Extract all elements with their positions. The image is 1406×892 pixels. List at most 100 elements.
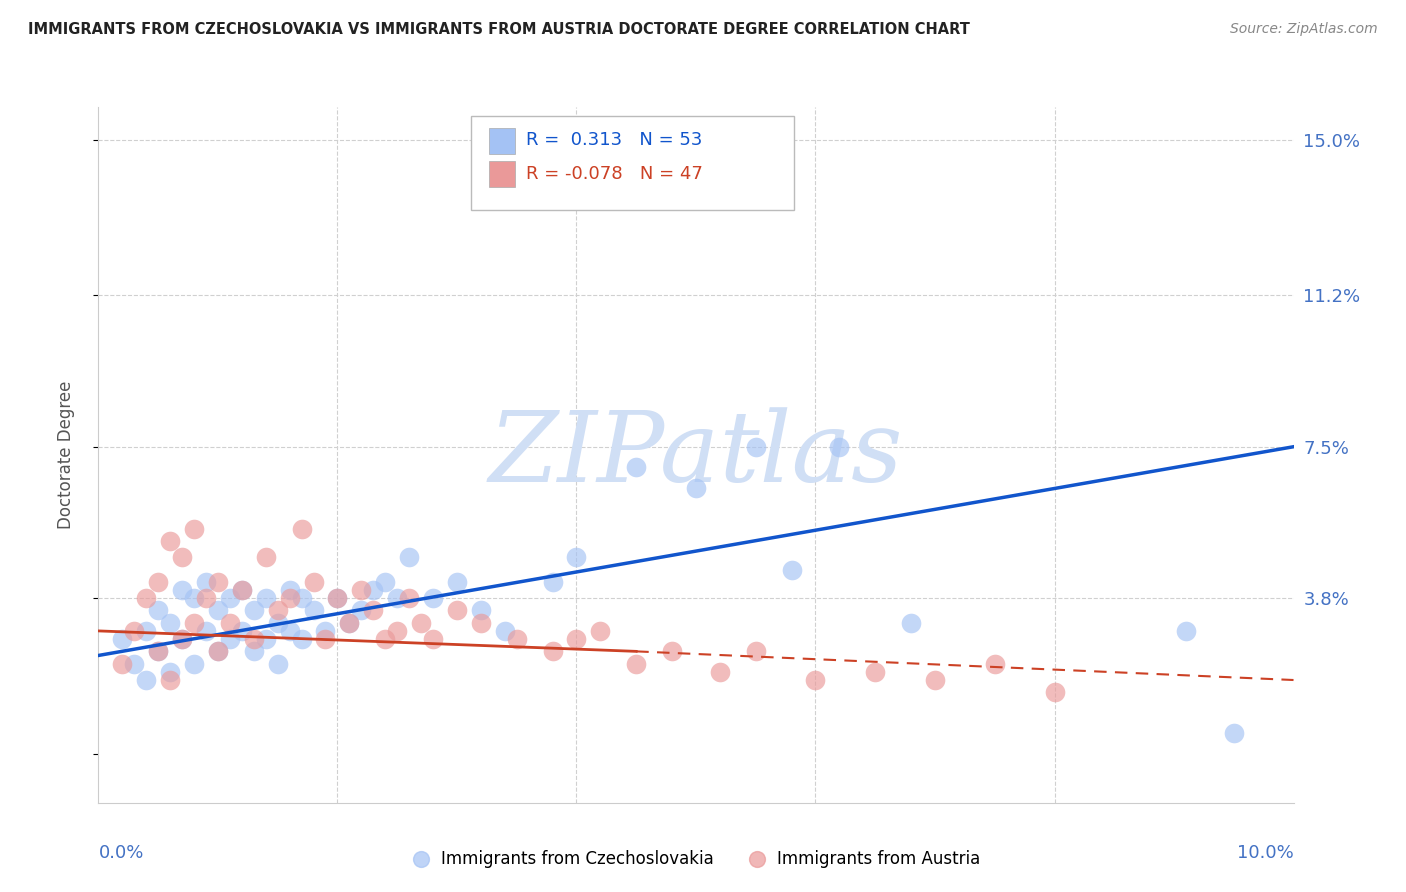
Point xyxy=(231,582,253,597)
Point xyxy=(148,603,170,617)
Text: 0.0%: 0.0% xyxy=(98,844,143,862)
Point xyxy=(243,632,266,646)
Point xyxy=(195,591,218,606)
Point xyxy=(291,522,314,536)
Point xyxy=(135,591,157,606)
Point xyxy=(422,591,444,606)
Point xyxy=(172,582,194,597)
Point xyxy=(565,550,588,565)
Text: ZIPatlas: ZIPatlas xyxy=(489,408,903,502)
Point xyxy=(385,591,409,606)
Point xyxy=(363,603,385,617)
Point xyxy=(315,624,337,638)
Point xyxy=(339,615,360,630)
Text: R =  0.313   N = 53: R = 0.313 N = 53 xyxy=(526,131,702,149)
Point xyxy=(254,591,277,606)
Point xyxy=(111,657,134,671)
Point xyxy=(195,624,218,638)
Point xyxy=(267,603,290,617)
Point xyxy=(207,644,229,658)
Point xyxy=(865,665,887,679)
Point xyxy=(924,673,946,687)
Point xyxy=(159,615,181,630)
Point xyxy=(231,582,253,597)
Point xyxy=(326,591,349,606)
Point xyxy=(135,624,157,638)
Point xyxy=(385,624,409,638)
Point xyxy=(470,603,492,617)
Point xyxy=(135,673,157,687)
Point xyxy=(626,657,648,671)
Point xyxy=(339,615,360,630)
Point xyxy=(183,615,205,630)
Point xyxy=(111,632,134,646)
Point xyxy=(1175,624,1198,638)
Point xyxy=(302,574,325,589)
Point xyxy=(219,615,242,630)
Point xyxy=(278,582,301,597)
Point xyxy=(172,632,194,646)
Point xyxy=(541,574,564,589)
Point xyxy=(326,591,349,606)
Point xyxy=(506,632,529,646)
Point xyxy=(374,632,396,646)
Point xyxy=(219,632,242,646)
Point xyxy=(422,632,444,646)
Point xyxy=(1043,685,1066,699)
Point xyxy=(315,632,337,646)
Point xyxy=(446,603,468,617)
Point xyxy=(745,440,768,454)
Point xyxy=(124,657,146,671)
Point xyxy=(291,591,314,606)
Point xyxy=(780,562,803,576)
Y-axis label: Doctorate Degree: Doctorate Degree xyxy=(56,381,75,529)
Point xyxy=(267,657,290,671)
Point xyxy=(124,624,146,638)
Point xyxy=(291,632,314,646)
Point xyxy=(745,644,768,658)
Point xyxy=(207,574,229,589)
Point xyxy=(302,603,325,617)
Point xyxy=(172,632,194,646)
Point xyxy=(494,624,516,638)
Point xyxy=(195,574,218,589)
Point xyxy=(541,644,564,658)
Point xyxy=(828,440,851,454)
Text: Source: ZipAtlas.com: Source: ZipAtlas.com xyxy=(1230,22,1378,37)
Text: R = -0.078   N = 47: R = -0.078 N = 47 xyxy=(526,165,703,183)
Point xyxy=(661,644,683,658)
Point xyxy=(278,624,301,638)
Point xyxy=(243,644,266,658)
Point xyxy=(900,615,922,630)
Point xyxy=(183,591,205,606)
Point xyxy=(254,632,277,646)
Point xyxy=(267,615,290,630)
Point xyxy=(709,665,731,679)
Point xyxy=(350,582,373,597)
Point xyxy=(148,644,170,658)
Point xyxy=(219,591,242,606)
Point xyxy=(374,574,396,589)
Point xyxy=(148,644,170,658)
Text: 10.0%: 10.0% xyxy=(1237,844,1294,862)
Point xyxy=(685,481,707,495)
Point xyxy=(626,460,648,475)
Point xyxy=(159,533,181,548)
Point xyxy=(984,657,1007,671)
Point xyxy=(350,603,373,617)
Point xyxy=(363,582,385,597)
Point xyxy=(243,603,266,617)
Point xyxy=(207,644,229,658)
Text: IMMIGRANTS FROM CZECHOSLOVAKIA VS IMMIGRANTS FROM AUSTRIA DOCTORATE DEGREE CORRE: IMMIGRANTS FROM CZECHOSLOVAKIA VS IMMIGR… xyxy=(28,22,970,37)
Point xyxy=(231,624,253,638)
Point xyxy=(159,665,181,679)
Point xyxy=(398,550,420,565)
Point xyxy=(254,550,277,565)
Point xyxy=(446,574,468,589)
Point xyxy=(183,657,205,671)
Point xyxy=(183,522,205,536)
Point xyxy=(278,591,301,606)
Point xyxy=(411,615,433,630)
Point xyxy=(589,624,612,638)
Point xyxy=(565,632,588,646)
